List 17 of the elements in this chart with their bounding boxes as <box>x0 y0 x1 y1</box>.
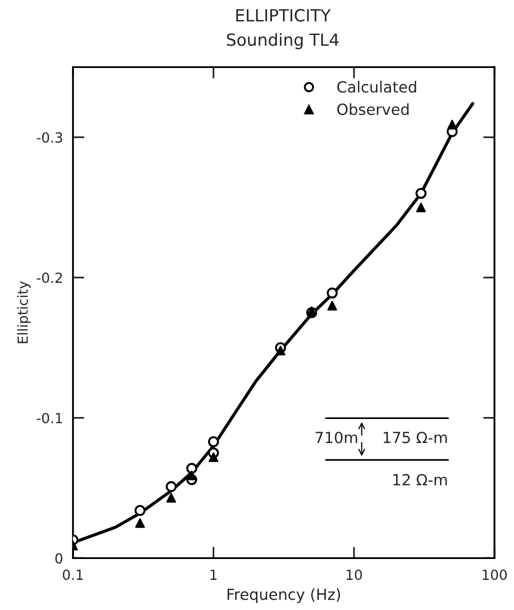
y-tick-label: -0.3 <box>36 132 62 143</box>
y-tick-label: -0.1 <box>36 412 62 424</box>
legend-label: Observed <box>337 103 409 116</box>
x-tick-label: 10 <box>346 570 362 580</box>
x-axis-title: Frequency (Hz) <box>228 588 340 604</box>
x-tick-label: 1 <box>210 570 217 580</box>
y-tick-label: -0.2 <box>36 272 62 284</box>
legend-label: Calculated <box>337 80 416 93</box>
y-axis-title: Ellipticity <box>17 281 31 344</box>
y-tick-label: 0 <box>55 553 62 564</box>
x-tick-label: 0.1 <box>62 570 83 580</box>
annotation: 12 Ω-m <box>393 474 447 486</box>
chart-title: ELLIPTICITY <box>236 8 331 22</box>
annotation: 710m <box>316 432 358 444</box>
chart-subtitle: Sounding TL4 <box>226 33 339 50</box>
annotation: 175 Ω-m <box>384 432 447 444</box>
x-tick-label: 100 <box>482 570 507 580</box>
